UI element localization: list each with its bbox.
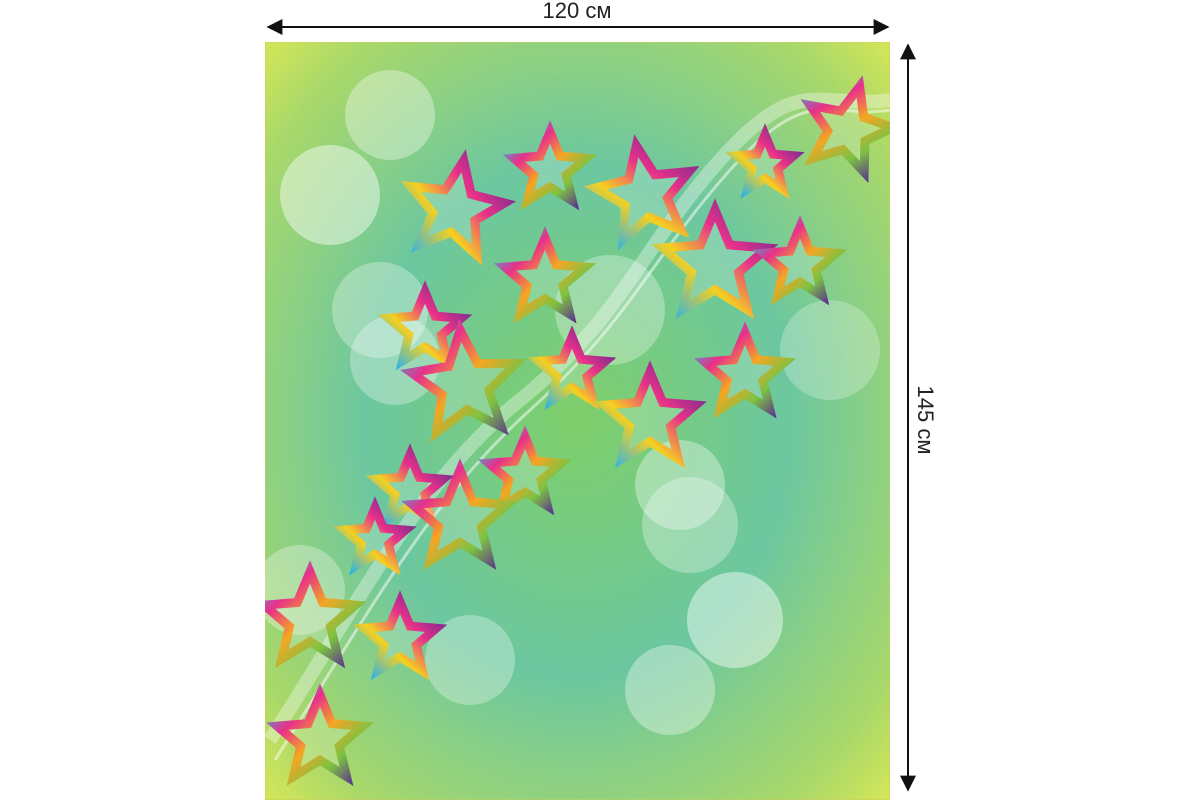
height-label: 145 см <box>913 386 938 455</box>
bokeh-circle <box>780 300 880 400</box>
bokeh-circle <box>425 615 515 705</box>
bokeh-circle <box>687 572 783 668</box>
panel <box>265 42 890 800</box>
bokeh-circle <box>625 645 715 735</box>
wave <box>265 92 890 744</box>
bokeh-circle <box>635 440 725 530</box>
bokeh-circle <box>345 70 435 160</box>
bokeh-circle <box>280 145 380 245</box>
bokeh-circle <box>642 477 738 573</box>
width-label: 120 см <box>543 0 612 23</box>
wave <box>273 107 890 761</box>
bokeh-circle <box>555 255 665 365</box>
